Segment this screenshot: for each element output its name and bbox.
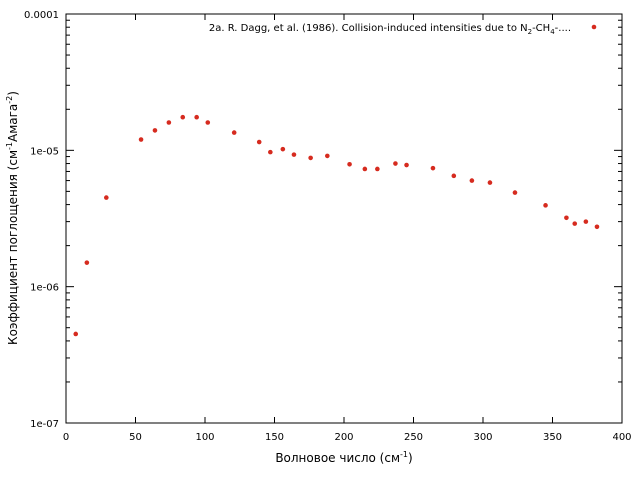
plot-frame (65, 13, 623, 424)
x-tick-label: 50 (129, 432, 142, 443)
data-point (291, 152, 297, 157)
y-tick-label: 1e-06 (30, 283, 59, 294)
data-point (487, 180, 493, 185)
data-point (280, 146, 286, 152)
x-tick-label: 400 (612, 432, 631, 443)
data-point (152, 128, 158, 133)
y-tick-label: 1e-07 (30, 419, 59, 430)
data-point (308, 155, 313, 161)
data-point (104, 195, 109, 200)
data-point (138, 137, 144, 142)
x-tick-label: 150 (265, 432, 284, 443)
data-point (205, 120, 211, 125)
x-tick-label: 250 (404, 432, 423, 443)
data-point (166, 120, 172, 125)
legend-label-text: 2a. R. Dagg, et al. (1986). Collision-in… (209, 23, 528, 34)
data-point (594, 224, 600, 230)
data-point (194, 114, 199, 120)
legend-label-mid: -CH (532, 23, 550, 34)
legend-label-sub1: 2 (528, 28, 532, 36)
legend-label-end: -.... (555, 23, 571, 34)
data-point (430, 165, 436, 171)
data-point (393, 161, 398, 166)
legend-label: 2a. R. Dagg, et al. (1986). Collision-in… (209, 23, 571, 36)
y-axis-label-sup1: -1 (5, 142, 14, 150)
y-axis: 1e-07 1e-06 1e-05 0.0001 (24, 10, 622, 430)
data-point (84, 260, 90, 265)
y-axis-label-end: ) (6, 91, 20, 96)
data-point (583, 219, 589, 224)
x-tick-label: 100 (195, 432, 214, 443)
x-axis: 0 50 100 150 200 250 300 350 400 (63, 14, 632, 443)
legend: 2a. R. Dagg, et al. (1986). Collision-in… (209, 23, 597, 36)
data-point (451, 173, 457, 179)
y-axis-label-mid: Амага (6, 104, 20, 142)
data-point (543, 203, 548, 208)
data-point (564, 215, 569, 221)
x-axis-label-text: Волновое число (см (275, 451, 400, 465)
y-axis-label: Коэффициент поглощения (см-1Амага-2) (5, 91, 20, 345)
data-point (325, 153, 330, 159)
data-point (572, 221, 578, 226)
data-point (73, 331, 79, 337)
y-axis-label-sup2: -2 (5, 96, 14, 104)
legend-label-sub2: 4 (550, 28, 555, 36)
x-tick-label: 350 (543, 432, 562, 443)
data-point (180, 114, 186, 120)
y-axis-label-text: Коэффициент поглощения (см (6, 150, 20, 345)
x-tick-label: 300 (473, 432, 492, 443)
y-tick-label: 1e-05 (30, 146, 59, 157)
data-point (469, 178, 475, 183)
data-point (347, 161, 352, 167)
y-tick-label: 0.0001 (24, 10, 59, 21)
data-point (512, 190, 518, 195)
data-point (268, 149, 273, 155)
x-tick-label: 200 (334, 432, 353, 443)
data-point (362, 166, 368, 172)
data-point (231, 130, 237, 135)
data-point (375, 166, 380, 172)
data-points (73, 114, 600, 337)
x-axis-label: Волновое число (см-1) (275, 450, 412, 465)
x-axis-label-end: ) (408, 451, 413, 465)
x-tick-label: 0 (63, 432, 69, 443)
legend-marker (591, 24, 597, 30)
x-axis-label-sup: -1 (400, 450, 408, 459)
data-point (256, 139, 262, 145)
data-point (404, 162, 409, 168)
